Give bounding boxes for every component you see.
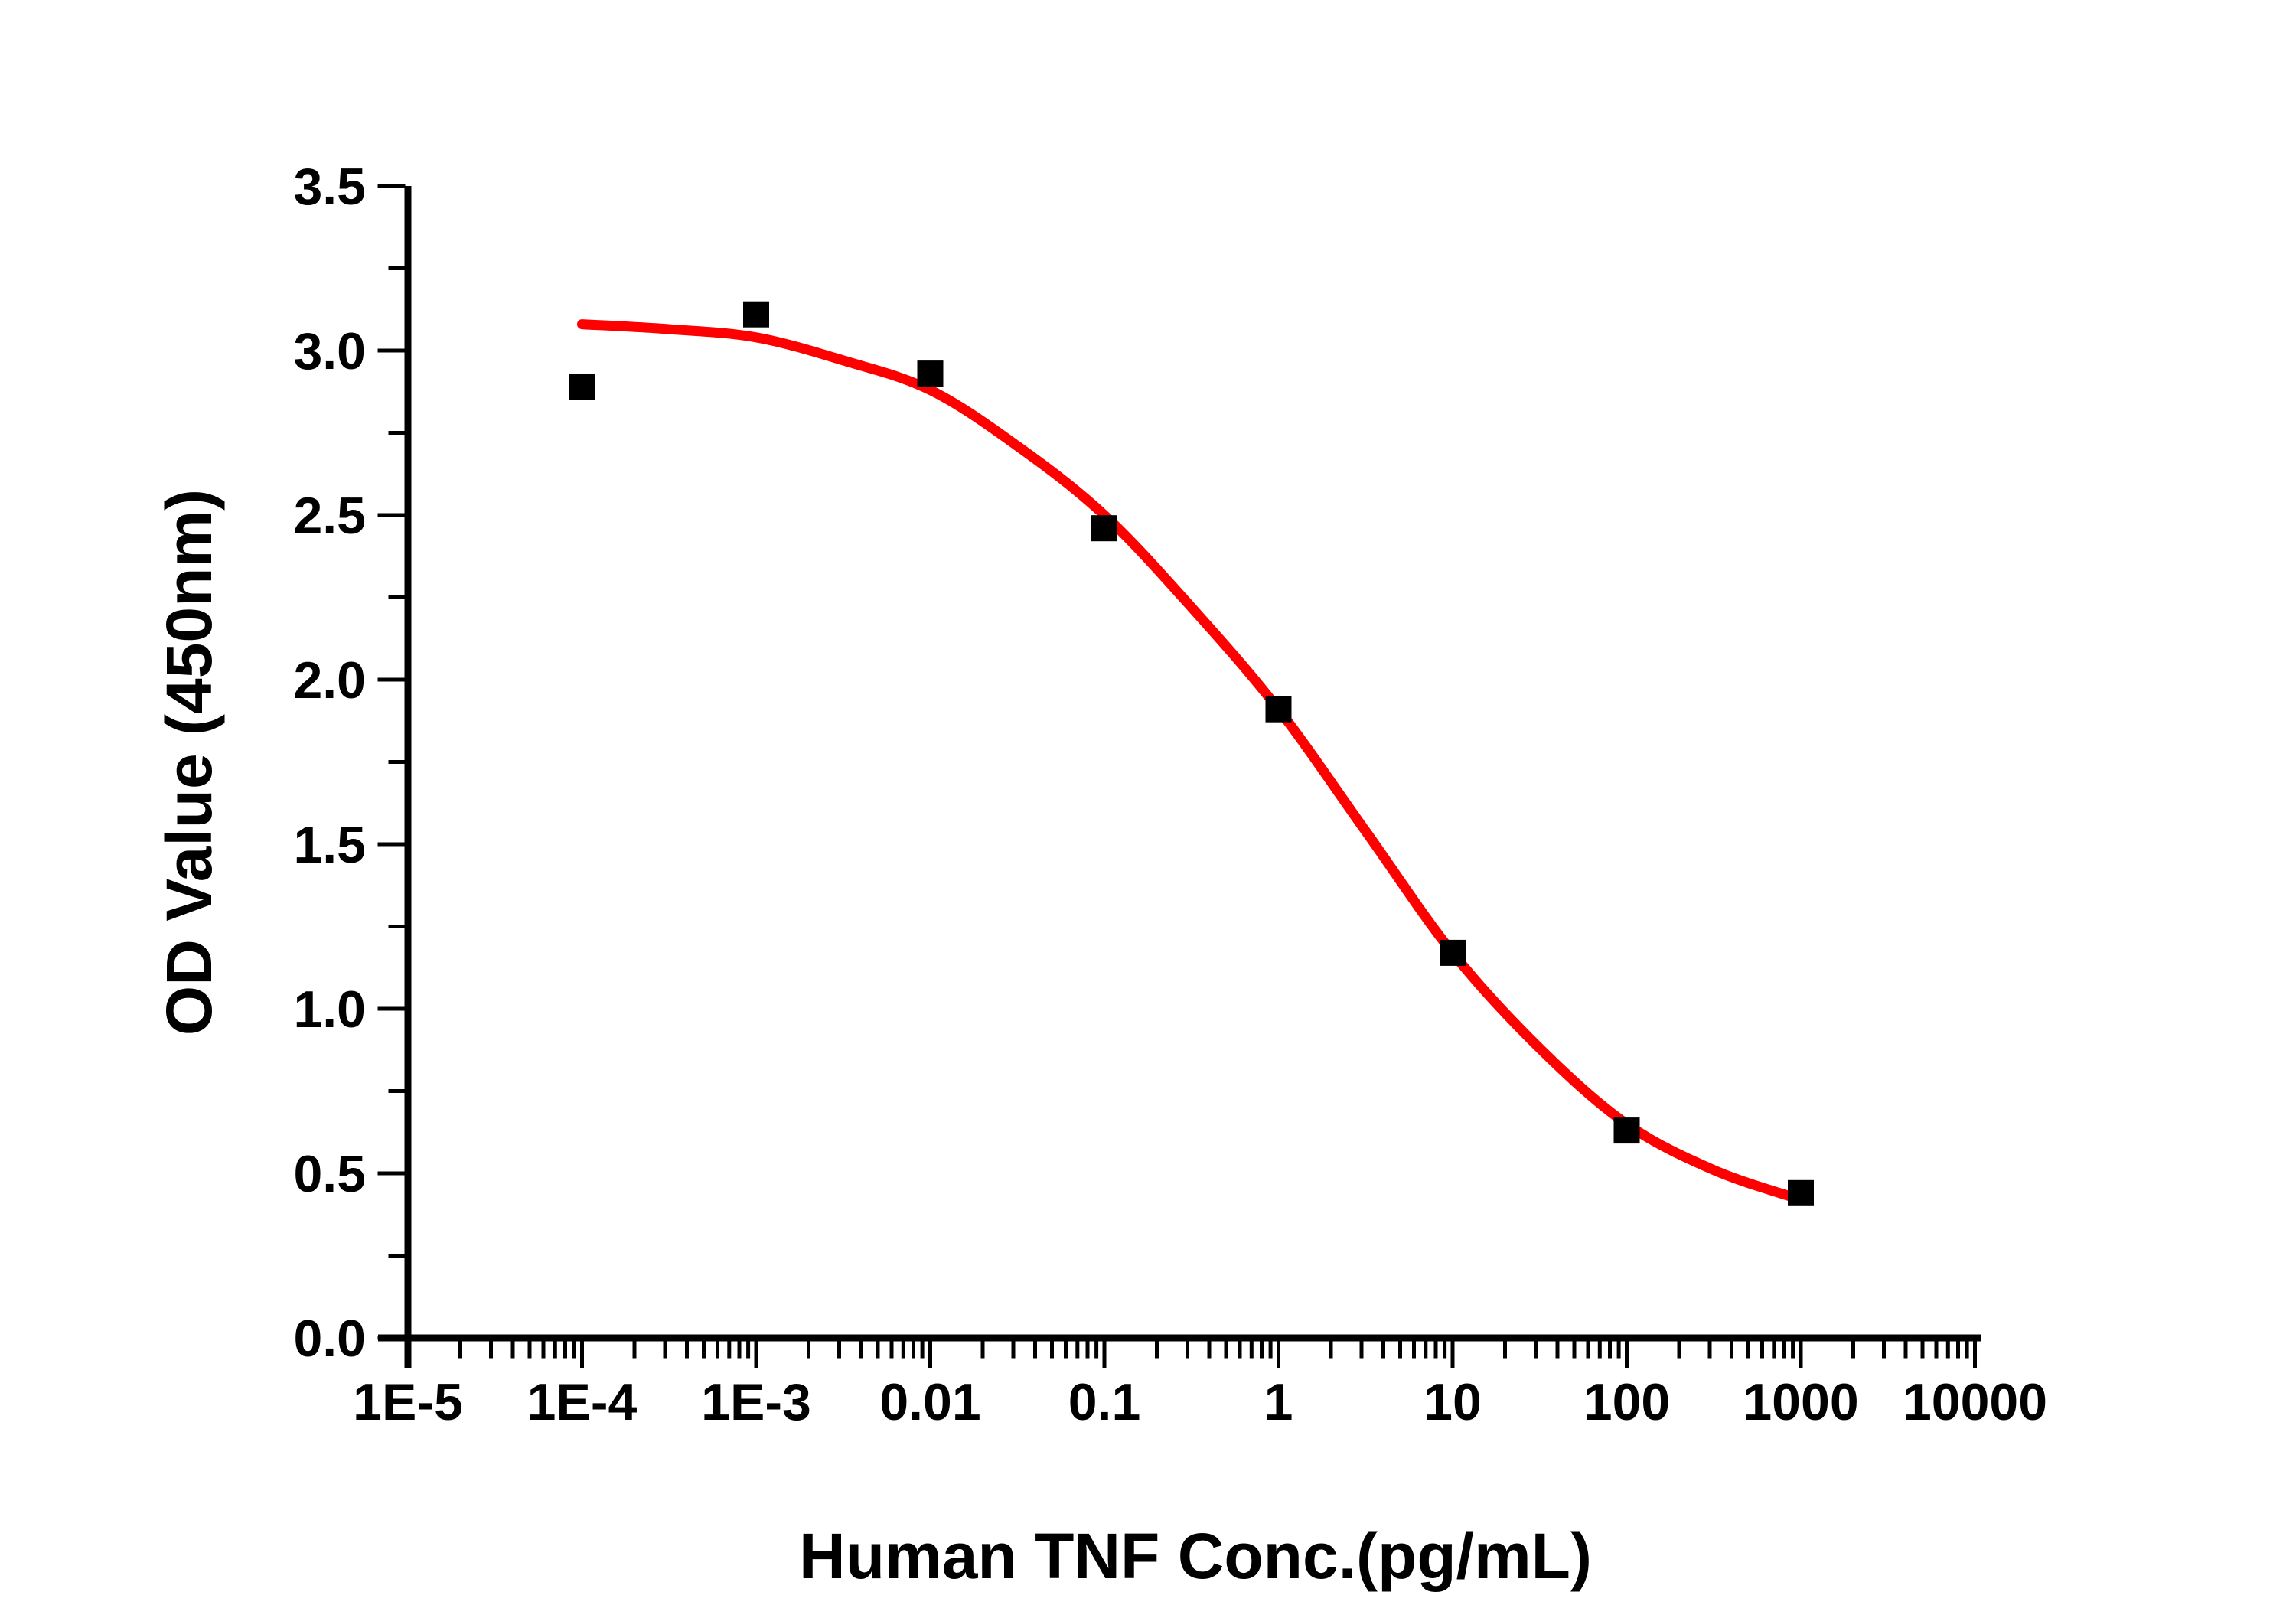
- y-tick-label: 3.5: [293, 158, 366, 216]
- data-point-marker: [743, 301, 769, 328]
- x-tick-label: 0.1: [1068, 1373, 1141, 1431]
- data-point-marker: [1265, 696, 1292, 723]
- data-point-marker: [569, 374, 595, 400]
- y-tick-label: 0.0: [293, 1310, 366, 1368]
- x-tick-label: 10000: [1903, 1373, 2047, 1431]
- y-axis-title: OD Value (450nm): [153, 489, 225, 1036]
- x-tick-label: 0.01: [879, 1373, 980, 1431]
- x-tick-label: 100: [1583, 1373, 1670, 1431]
- data-points-group: [569, 301, 1814, 1206]
- x-tick-label: 1E-4: [527, 1373, 638, 1431]
- data-point-marker: [1440, 939, 1466, 966]
- y-tick-label: 2.5: [293, 487, 366, 545]
- data-point-marker: [1091, 515, 1117, 542]
- data-point-marker: [1613, 1117, 1640, 1144]
- x-axis-title: Human TNF Conc.(pg/mL): [799, 1520, 1592, 1592]
- x-tick-label: 10: [1424, 1373, 1482, 1431]
- fit-curve: [577, 319, 1806, 1205]
- y-tick-label: 1.5: [293, 816, 366, 874]
- data-point-marker: [1788, 1179, 1814, 1206]
- x-tick-label: 1: [1264, 1373, 1293, 1431]
- axis-tick-labels: 1E-5 1E-4 1E-3 0.01 0.1 1 10 100 1000 10000 0.0 0.5…: [293, 158, 2047, 1431]
- x-tick-label: 1E-5: [353, 1373, 463, 1431]
- data-point-marker: [917, 360, 944, 387]
- axis-ticks: [377, 184, 1977, 1368]
- y-tick-label: 3.0: [293, 322, 366, 380]
- x-tick-label: 1000: [1743, 1373, 1858, 1431]
- y-tick-label: 1.0: [293, 980, 366, 1039]
- y-tick-label: 2.0: [293, 651, 366, 710]
- y-tick-label: 0.5: [293, 1145, 366, 1203]
- fit-curve-group: [577, 319, 1806, 1205]
- x-tick-label: 1E-3: [701, 1373, 811, 1431]
- axes: [378, 186, 1981, 1368]
